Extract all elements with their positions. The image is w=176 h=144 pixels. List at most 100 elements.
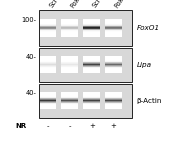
Bar [40, 98, 56, 99]
Bar [105, 105, 122, 106]
Bar [40, 62, 56, 63]
Bar [61, 108, 78, 109]
Bar [61, 99, 78, 100]
Bar [61, 100, 78, 101]
Bar [83, 23, 100, 24]
Bar [40, 28, 56, 29]
Bar [83, 22, 100, 23]
Bar [40, 107, 56, 108]
Bar [83, 108, 100, 109]
Bar [40, 24, 56, 25]
Bar [61, 104, 78, 105]
Bar [61, 68, 78, 69]
Text: 40-: 40- [25, 54, 36, 60]
Bar [83, 98, 100, 99]
Text: NR: NR [15, 123, 26, 129]
Bar [105, 61, 122, 62]
Bar [61, 22, 78, 23]
Bar [61, 56, 78, 57]
Bar [83, 107, 100, 108]
Bar [83, 20, 100, 21]
Bar [105, 64, 122, 65]
Bar [61, 20, 78, 21]
Bar [61, 35, 78, 36]
Bar [61, 103, 78, 104]
Bar [83, 25, 100, 26]
Bar [40, 97, 56, 98]
Text: FoxO1(-): FoxO1(-) [70, 0, 91, 9]
Bar [83, 92, 100, 93]
Bar [83, 60, 100, 61]
Bar [61, 23, 78, 24]
Bar [40, 63, 56, 64]
Bar [83, 26, 100, 27]
Bar [61, 29, 78, 30]
Bar [105, 72, 122, 73]
Bar [83, 31, 100, 32]
Bar [61, 101, 78, 102]
Bar [83, 35, 100, 36]
Bar [40, 99, 56, 100]
Bar [61, 32, 78, 33]
Bar [61, 59, 78, 60]
Bar [83, 96, 100, 97]
Bar [105, 19, 122, 20]
Bar [61, 69, 78, 70]
Bar [61, 60, 78, 61]
Bar [83, 64, 100, 65]
Bar [83, 61, 100, 62]
Bar [105, 63, 122, 64]
Bar [40, 65, 56, 66]
Bar [105, 26, 122, 27]
Bar [83, 102, 100, 103]
Text: -: - [47, 123, 49, 129]
Bar [39, 84, 132, 118]
Bar [40, 93, 56, 94]
Bar [105, 33, 122, 34]
Bar [105, 92, 122, 93]
Bar [40, 64, 56, 65]
Bar [83, 62, 100, 63]
Bar [61, 36, 78, 37]
Bar [83, 63, 100, 64]
Bar [61, 24, 78, 25]
Bar [40, 30, 56, 31]
Bar [61, 106, 78, 107]
Bar [83, 57, 100, 58]
Bar [40, 95, 56, 96]
Bar [105, 98, 122, 99]
Bar [61, 94, 78, 95]
Bar [40, 66, 56, 67]
Bar [40, 92, 56, 93]
Bar [40, 26, 56, 27]
Bar [83, 71, 100, 72]
Bar [105, 99, 122, 100]
Bar [83, 29, 100, 30]
Bar [61, 34, 78, 35]
Text: 40-: 40- [25, 90, 36, 96]
Bar [40, 56, 56, 57]
Bar [61, 64, 78, 65]
Text: +: + [89, 123, 95, 129]
Bar [61, 58, 78, 59]
Bar [105, 94, 122, 95]
Text: Scr: Scr [92, 0, 103, 9]
Bar [40, 102, 56, 103]
Bar [105, 28, 122, 29]
Bar [61, 70, 78, 71]
Bar [61, 95, 78, 96]
Bar [39, 48, 132, 82]
Bar [40, 20, 56, 21]
Bar [105, 35, 122, 36]
Bar [61, 107, 78, 108]
Bar [61, 30, 78, 31]
Bar [61, 33, 78, 34]
Bar [40, 108, 56, 109]
Bar [40, 57, 56, 58]
Bar [83, 106, 100, 107]
Bar [40, 27, 56, 28]
Bar [61, 97, 78, 98]
Bar [40, 19, 56, 20]
Bar [105, 96, 122, 97]
Bar [83, 103, 100, 104]
